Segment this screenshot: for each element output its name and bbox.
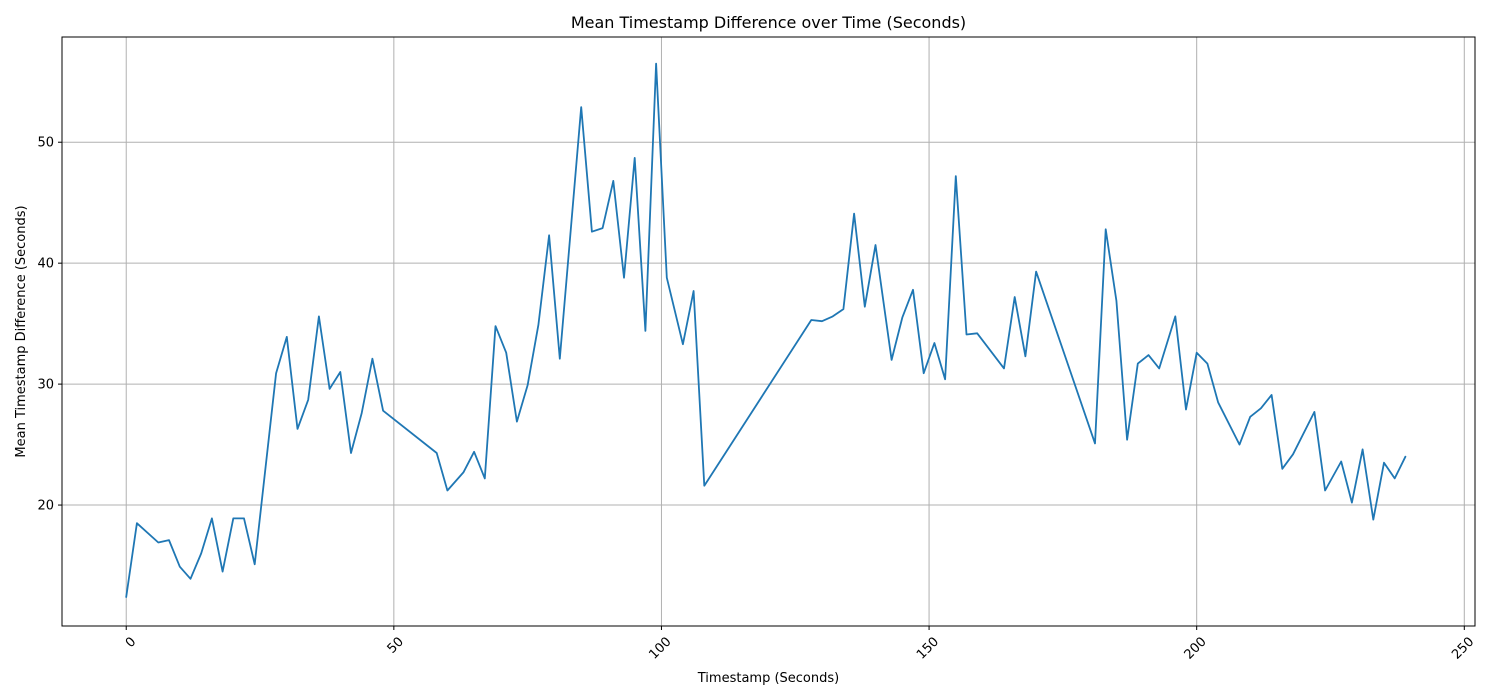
plot-frame — [61, 36, 1476, 627]
series-layer — [125, 62, 1407, 598]
chart-title: Mean Timestamp Difference over Time (Sec… — [571, 13, 966, 32]
y-tick-label: 40 — [37, 257, 54, 272]
x-tick-label: 100 — [646, 634, 674, 662]
x-tick-label: 150 — [914, 634, 942, 662]
y-tick-label: 20 — [37, 499, 54, 514]
grid — [62, 37, 1475, 626]
x-tick-label: 50 — [385, 634, 407, 656]
y-axis-label: Mean Timestamp Difference (Seconds) — [14, 205, 29, 457]
x-tick-label: 200 — [1182, 634, 1210, 662]
ticks: 0 50 100 150 200 250 20 30 40 50 — [37, 136, 1477, 663]
y-tick-label: 30 — [37, 378, 54, 393]
series-line — [125, 62, 1407, 598]
x-axis-label: Timestamp (Seconds) — [697, 671, 839, 686]
x-tick-label: 250 — [1449, 634, 1477, 662]
x-tick-label: 0 — [123, 634, 139, 650]
y-tick-label: 50 — [37, 136, 54, 151]
